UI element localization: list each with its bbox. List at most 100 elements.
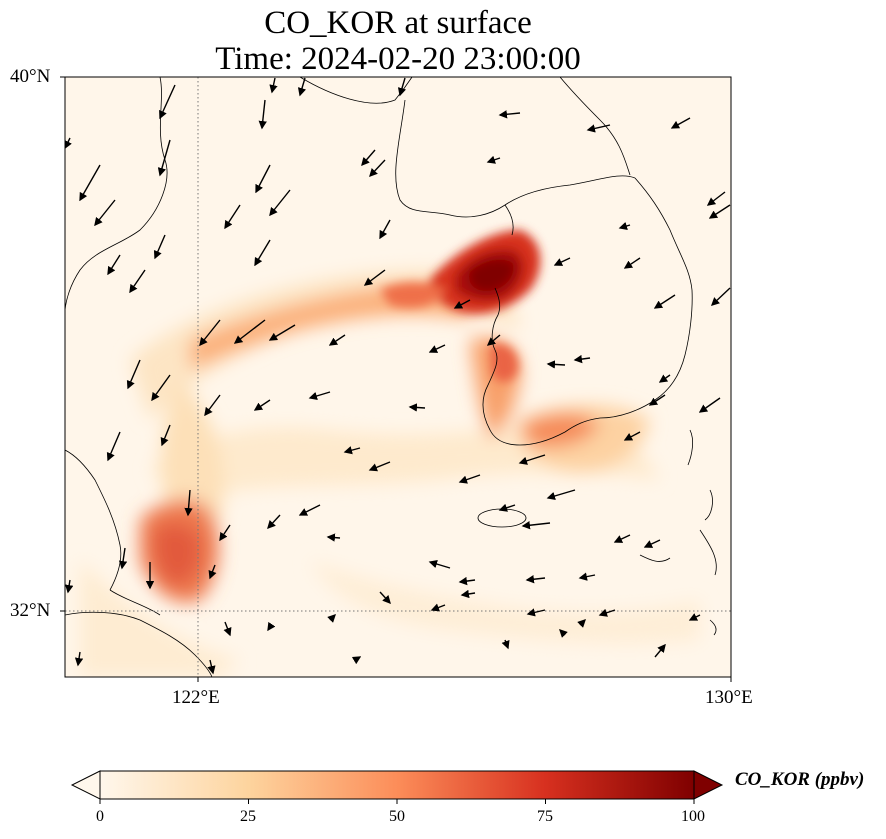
wind-arrow xyxy=(107,254,121,276)
wind-arrow xyxy=(79,164,101,202)
wind-arrow xyxy=(297,77,307,97)
colorbar-label: CO_KOR (ppbv) xyxy=(735,769,865,790)
wind-arrow xyxy=(379,591,391,605)
wind-arrow xyxy=(577,619,586,628)
wind-arrow xyxy=(688,613,701,621)
colorbar-gradient xyxy=(100,771,694,799)
wind-arrow xyxy=(223,621,232,637)
wind-arrow xyxy=(363,269,386,286)
map-frame xyxy=(64,76,732,678)
wind-vectors xyxy=(65,77,731,675)
wind-arrow xyxy=(118,547,128,570)
wind-arrow xyxy=(368,461,391,472)
lon-label-130e: 130°E xyxy=(705,687,753,708)
wind-arrow xyxy=(623,431,641,441)
coastlines xyxy=(65,77,717,677)
wind-arrow xyxy=(458,474,481,484)
wind-arrow xyxy=(658,374,671,383)
wind-arrow xyxy=(159,84,176,120)
wind-arrow xyxy=(428,559,451,569)
wind-arrow xyxy=(708,204,731,219)
wind-arrow xyxy=(94,199,116,227)
wind-arrow xyxy=(546,360,566,369)
wind-arrow xyxy=(648,394,666,406)
wind-arrow xyxy=(706,191,726,206)
wind-arrow xyxy=(308,391,331,401)
lat-label-40n: 40°N xyxy=(10,66,51,87)
wind-arrow xyxy=(361,149,376,167)
wind-arrow xyxy=(208,564,217,580)
colorbar-tick-50: 50 xyxy=(389,808,405,825)
wind-arrow xyxy=(526,608,546,617)
wind-arrow xyxy=(521,521,551,530)
wind-arrow xyxy=(586,124,611,133)
wind-arrow xyxy=(670,117,691,129)
wind-arrow xyxy=(698,397,721,413)
concentration-field xyxy=(80,230,700,677)
wind-arrow xyxy=(618,221,631,231)
wind-arrow xyxy=(578,572,596,581)
wind-arrow xyxy=(553,257,571,266)
wind-arrow xyxy=(298,504,321,516)
axis-ticks xyxy=(60,76,732,682)
wind-arrow xyxy=(184,489,193,517)
wind-arrow xyxy=(267,514,281,530)
wind-arrow xyxy=(160,424,171,447)
wind-arrow xyxy=(254,239,271,267)
wind-arrow xyxy=(430,603,446,612)
wind-arrow xyxy=(219,524,231,542)
colorbar-tick-75: 75 xyxy=(537,808,553,825)
lon-label-122e: 122°E xyxy=(172,687,220,708)
wind-arrow xyxy=(573,354,591,364)
wind-arrow xyxy=(224,204,241,230)
wind-arrow xyxy=(408,403,426,412)
wind-arrow xyxy=(525,575,546,584)
wind-arrow xyxy=(486,334,501,346)
wind-arrow xyxy=(204,394,221,417)
wind-arrow xyxy=(153,234,166,260)
wind-arrow xyxy=(379,219,391,240)
wind-arrow xyxy=(501,639,510,650)
wind-arrow xyxy=(207,659,216,675)
wind-arrow xyxy=(343,446,361,455)
wind-arrow xyxy=(486,155,501,164)
wind-arrow xyxy=(269,189,291,217)
wind-arrow xyxy=(546,489,576,501)
colorbar-tick-100: 100 xyxy=(681,808,705,825)
wind-arrow xyxy=(253,399,271,411)
wind-arrow xyxy=(643,539,661,548)
wind-arrow xyxy=(65,579,74,594)
wind-arrow xyxy=(327,614,336,623)
wind-arrow xyxy=(613,534,631,543)
colorbar xyxy=(70,770,724,804)
wind-arrow xyxy=(74,651,84,667)
colorbar-tick-25: 25 xyxy=(240,808,256,825)
colorbar-max-extend xyxy=(693,770,724,800)
wind-arrow xyxy=(269,77,278,94)
wind-arrow xyxy=(458,576,476,586)
wind-arrow xyxy=(653,294,676,309)
wind-arrow xyxy=(518,454,546,465)
wind-arrow xyxy=(328,334,346,346)
wind-arrow xyxy=(258,99,267,130)
wind-arrow xyxy=(598,608,616,617)
wind-arrow xyxy=(126,359,141,390)
colorbar-tick-0: 0 xyxy=(96,808,104,825)
wind-arrow xyxy=(129,269,146,294)
wind-arrow xyxy=(453,299,471,309)
wind-arrow xyxy=(623,257,641,269)
wind-arrow xyxy=(369,159,386,178)
colorbar-min-extend xyxy=(70,770,101,800)
map-title-line1: CO_KOR at surface xyxy=(264,5,532,41)
wind-arrow xyxy=(65,137,72,150)
wind-arrow xyxy=(460,589,476,599)
wind-arrow xyxy=(233,319,266,344)
wind-arrow xyxy=(151,374,171,402)
wind-arrow xyxy=(268,324,296,341)
wind-arrow xyxy=(498,110,521,119)
wind-arrow xyxy=(351,656,362,665)
lat-label-32n: 32°N xyxy=(10,600,51,621)
wind-arrow xyxy=(326,533,341,542)
gridlines xyxy=(65,77,731,677)
